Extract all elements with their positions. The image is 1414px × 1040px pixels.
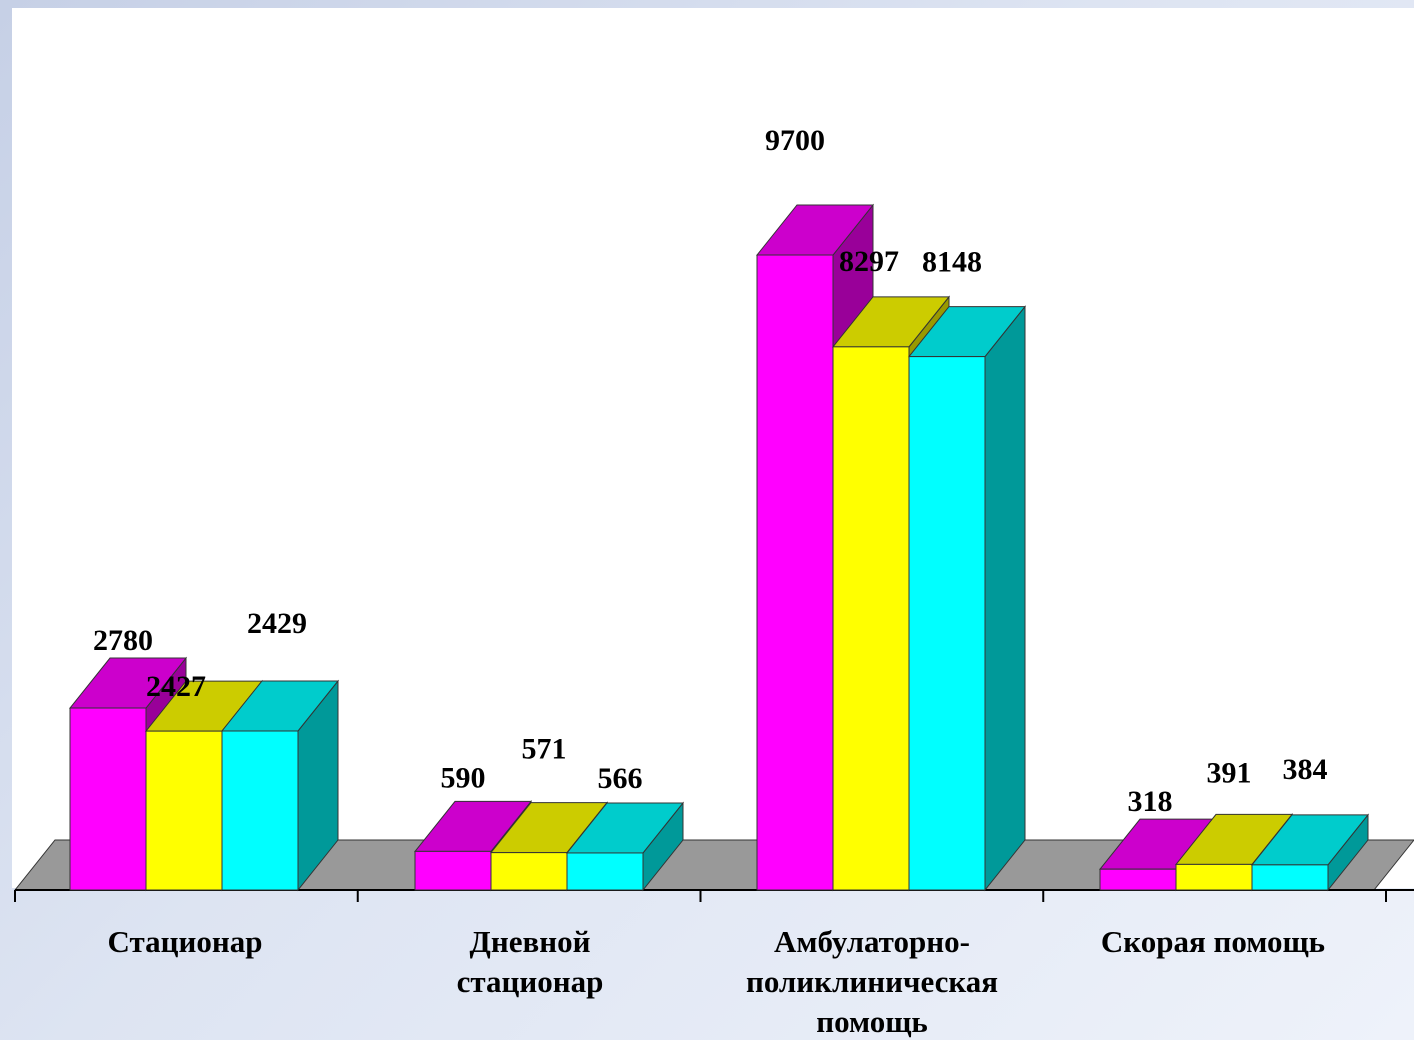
category-label-line: Скорая помощь [1100, 924, 1326, 959]
category-label: Стационар [25, 922, 345, 962]
category-label-line: Дневной [469, 924, 591, 959]
bar-front [69, 707, 147, 891]
data-label: 590 [441, 761, 486, 794]
data-label: 2429 [247, 607, 307, 640]
bar-front [908, 356, 986, 891]
category-label-line: помощь [816, 1004, 928, 1039]
bar [565, 801, 685, 892]
category-label: Скорая помощь [1053, 922, 1373, 962]
bar-front [1099, 868, 1177, 891]
category-label: Дневной стационар [370, 922, 690, 1002]
data-label: 9700 [765, 124, 825, 157]
bar-front [1251, 864, 1329, 891]
bar-front [490, 852, 568, 891]
category-label-line: Стационар [107, 924, 263, 959]
bar-front [756, 254, 834, 891]
bar-front [566, 852, 644, 891]
category-label-line: Амбулаторно- [774, 924, 970, 959]
data-label: 571 [522, 733, 567, 766]
data-label: 318 [1128, 785, 1173, 818]
bar [907, 305, 1027, 892]
bar [1250, 813, 1370, 892]
category-label-line: стационар [456, 964, 604, 999]
data-label: 384 [1283, 753, 1328, 786]
bar-side [984, 305, 1026, 892]
data-label: 391 [1207, 756, 1252, 789]
bar-front [145, 730, 223, 891]
bar-front [832, 346, 910, 891]
bar-front [221, 730, 299, 891]
data-label: 2780 [93, 624, 153, 657]
bar-front [414, 850, 492, 891]
data-label: 566 [598, 762, 643, 795]
data-label: 8297 [839, 245, 899, 278]
category-label: Амбулаторно-поликлиническая помощь [712, 922, 1032, 1040]
bar-front [1175, 863, 1253, 891]
data-label: 8148 [922, 246, 982, 279]
category-label-line: поликлиническая [745, 964, 999, 999]
bar [220, 679, 340, 892]
data-label: 2427 [146, 670, 206, 703]
